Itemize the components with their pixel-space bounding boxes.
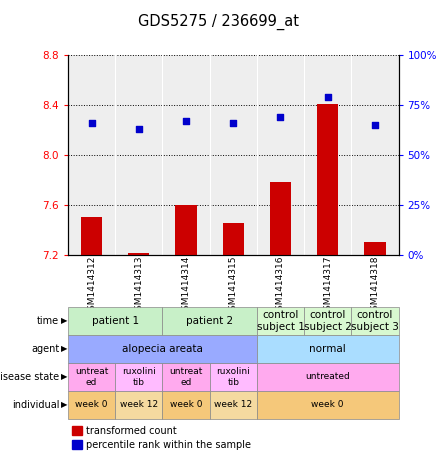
Text: untreat
ed: untreat ed — [75, 367, 108, 386]
Text: ▶: ▶ — [61, 316, 68, 325]
Point — [324, 93, 331, 101]
Text: control
subject 2: control subject 2 — [304, 310, 352, 332]
Text: patient 1: patient 1 — [92, 316, 139, 326]
Text: week 12: week 12 — [214, 400, 252, 410]
Text: ▶: ▶ — [61, 400, 68, 410]
Point — [277, 113, 284, 120]
Text: untreat
ed: untreat ed — [170, 367, 203, 386]
Text: week 0: week 0 — [311, 400, 344, 410]
Bar — [81, 217, 102, 255]
Text: ▶: ▶ — [61, 372, 68, 381]
Text: week 0: week 0 — [75, 400, 108, 410]
Text: disease state: disease state — [0, 372, 59, 382]
Text: ▶: ▶ — [61, 344, 68, 353]
Bar — [223, 223, 244, 255]
Text: time: time — [37, 316, 59, 326]
Text: percentile rank within the sample: percentile rank within the sample — [86, 439, 251, 449]
Point — [183, 117, 190, 125]
Point — [88, 120, 95, 127]
Text: untreated: untreated — [305, 372, 350, 381]
Text: agent: agent — [31, 344, 59, 354]
Text: ruxolini
tib: ruxolini tib — [122, 367, 155, 386]
Point — [371, 121, 378, 129]
Bar — [317, 104, 338, 255]
Text: control
subject 3: control subject 3 — [351, 310, 399, 332]
Point — [135, 125, 142, 133]
Bar — [270, 183, 291, 255]
Point — [230, 120, 237, 127]
Bar — [175, 205, 197, 255]
Text: individual: individual — [12, 400, 59, 410]
Text: week 0: week 0 — [170, 400, 202, 410]
Text: transformed count: transformed count — [86, 426, 177, 436]
Text: alopecia areata: alopecia areata — [122, 344, 203, 354]
Text: patient 2: patient 2 — [186, 316, 233, 326]
Text: normal: normal — [309, 344, 346, 354]
Text: control
subject 1: control subject 1 — [257, 310, 304, 332]
Text: ruxolini
tib: ruxolini tib — [216, 367, 250, 386]
Bar — [128, 253, 149, 255]
Text: week 12: week 12 — [120, 400, 158, 410]
Bar — [364, 242, 385, 255]
Text: GDS5275 / 236699_at: GDS5275 / 236699_at — [138, 14, 300, 30]
